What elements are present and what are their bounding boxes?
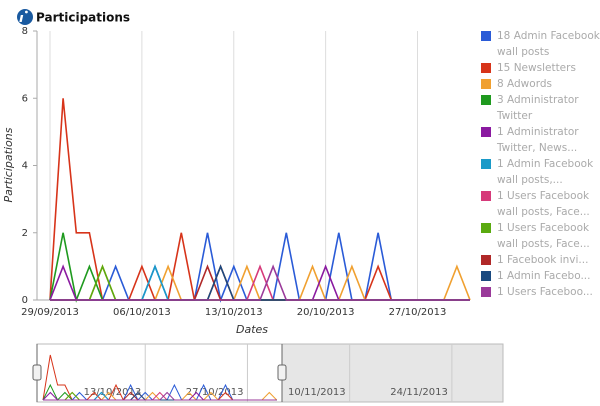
legend-swatch [481, 95, 491, 105]
legend-label: 1 Users Facebook wall posts, Face... [497, 222, 590, 250]
navigator-outside-mask [282, 344, 503, 402]
navigator-series-line [43, 391, 277, 401]
legend-swatch [481, 31, 491, 41]
legend-swatch [481, 63, 491, 73]
legend-label: 1 Facebook invi... [497, 254, 589, 266]
legend-item[interactable]: 1 Administrator Twitter, News... [479, 124, 600, 156]
x-axis-title: Dates [236, 323, 268, 336]
y-tick-label: 6 [22, 93, 28, 104]
y-tick-label: 8 [22, 26, 28, 37]
navigator-tick-label: 27/10/2013 [186, 387, 244, 398]
x-tick-label: 27/10/2013 [389, 307, 447, 318]
info-icon [17, 9, 33, 25]
navigator-handle [32, 364, 42, 381]
info-icon-dot [25, 10, 28, 14]
navigator-tick-label: 24/11/2013 [390, 387, 448, 398]
legend-label: 18 Admin Facebook wall posts [497, 30, 600, 58]
legend-swatch [481, 223, 491, 233]
series-line [49, 98, 470, 301]
legend-swatch [481, 191, 491, 201]
series-line [50, 264, 470, 301]
legend-swatch [481, 271, 491, 281]
legend-item[interactable]: 3 Administrator Twitter [479, 92, 600, 124]
legend-label: 1 Administrator Twitter, News... [497, 126, 579, 154]
y-tick-label: 4 [22, 161, 28, 172]
legend-item[interactable]: 15 Newsletters [479, 60, 600, 76]
legend-label: 1 Admin Facebo... [497, 270, 591, 282]
x-tick-label: 20/10/2013 [297, 307, 355, 318]
legend-swatch [481, 159, 491, 169]
navigator-handle [277, 364, 287, 381]
legend-label: 1 Users Facebook wall posts, Face... [497, 190, 590, 218]
chart-title: Participations [36, 11, 130, 25]
legend: 18 Admin Facebook wall posts 15 Newslette… [479, 28, 600, 300]
legend-label: 15 Newsletters [497, 62, 576, 74]
legend-item[interactable]: 1 Users Facebook wall posts, Face... [479, 220, 600, 252]
legend-label: 1 Users Faceboo... [497, 286, 593, 298]
navigator-tick-label: 10/11/2013 [288, 387, 346, 398]
legend-item[interactable]: 1 Admin Facebook wall posts,... [479, 156, 600, 188]
legend-label: 1 Admin Facebook wall posts,... [497, 158, 594, 186]
legend-item[interactable]: 1 Users Facebook wall posts, Face... [479, 188, 600, 220]
legend-label: 8 Adwords [497, 78, 552, 90]
y-tick-label: 0 [22, 295, 28, 306]
x-tick-label: 13/10/2013 [205, 307, 263, 318]
y-tick-label: 2 [22, 228, 28, 239]
legend-swatch [481, 127, 491, 137]
y-axis-title: Participations [2, 127, 15, 202]
legend-item[interactable]: 1 Facebook invi... [479, 252, 600, 268]
legend-label: 3 Administrator Twitter [497, 94, 579, 122]
legend-item[interactable]: 18 Admin Facebook wall posts [479, 28, 600, 60]
legend-swatch [481, 255, 491, 265]
legend-swatch [481, 287, 491, 297]
x-tick-label: 06/10/2013 [113, 307, 171, 318]
x-tick-label: 29/09/2013 [21, 307, 79, 318]
legend-item[interactable]: 1 Users Faceboo... [479, 284, 600, 300]
legend-item[interactable]: 1 Admin Facebo... [479, 268, 600, 284]
legend-item[interactable]: 8 Adwords [479, 76, 600, 92]
info-icon-stem [19, 15, 24, 22]
legend-swatch [481, 79, 491, 89]
